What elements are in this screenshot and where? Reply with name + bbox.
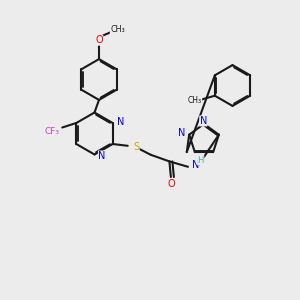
Text: H: H: [198, 156, 204, 165]
Text: CH₃: CH₃: [188, 96, 202, 105]
Text: N: N: [192, 160, 199, 170]
Text: S: S: [133, 142, 139, 152]
Text: N: N: [98, 151, 106, 161]
Text: N: N: [200, 116, 207, 126]
Text: CH₃: CH₃: [110, 26, 125, 34]
Text: N: N: [178, 128, 185, 138]
Text: CF₃: CF₃: [45, 128, 60, 136]
Text: O: O: [95, 35, 103, 45]
Text: O: O: [168, 178, 176, 189]
Text: N: N: [117, 117, 124, 127]
